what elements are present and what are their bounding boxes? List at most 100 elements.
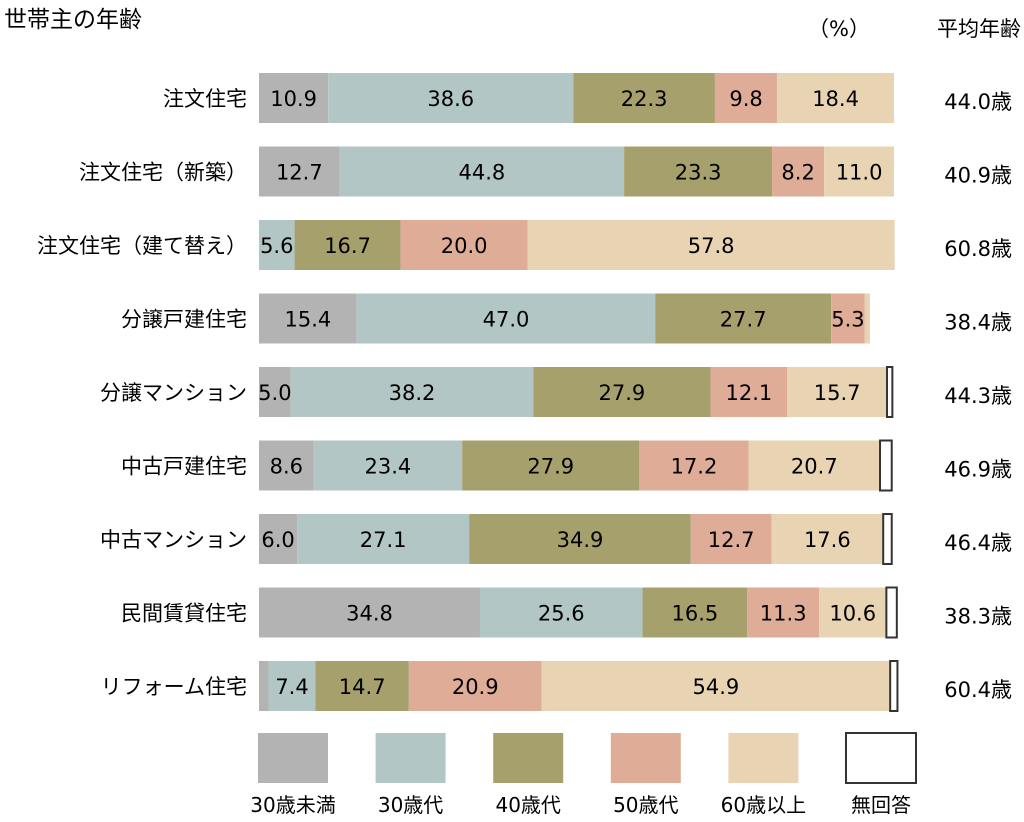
- data-label: 10.9: [270, 87, 317, 111]
- category-label: 分譲マンション: [100, 381, 247, 405]
- data-label: 17.2: [671, 455, 718, 479]
- data-label: 10.6: [829, 602, 876, 626]
- bar-segment: [259, 367, 291, 417]
- data-label: 25.6: [538, 602, 585, 626]
- average-age-label: 38.3歳: [944, 605, 1012, 629]
- data-label: 27.9: [527, 455, 574, 479]
- data-label: 20.7: [791, 455, 838, 479]
- data-label: 8.2: [781, 161, 814, 185]
- bar-segment: [527, 220, 895, 270]
- bar-segment: [831, 293, 865, 344]
- data-label: 20.9: [452, 675, 499, 699]
- bar-segment: [655, 293, 832, 344]
- category-label: 分譲戸建住宅: [121, 308, 247, 332]
- bar-segment: [882, 513, 893, 565]
- data-label: 16.5: [672, 602, 719, 626]
- average-age-label: 44.0歳: [944, 90, 1012, 114]
- legend-swatch: [258, 733, 328, 783]
- average-age-label: 60.4歳: [944, 678, 1012, 702]
- data-label: 9.8: [729, 87, 762, 111]
- average-age-label: 46.4歳: [944, 531, 1012, 555]
- unit-label: （%）: [808, 17, 870, 41]
- category-label: 中古マンション: [100, 528, 247, 552]
- category-label: 注文住宅（建て替え）: [37, 234, 247, 258]
- data-label: 6.0: [261, 528, 294, 552]
- bar-segment: [772, 146, 825, 197]
- legend-label: 60歳以上: [721, 793, 806, 817]
- data-label: 5.0: [258, 381, 291, 405]
- data-label: 27.9: [599, 381, 646, 405]
- bar-segment: [824, 146, 894, 197]
- data-label: 5.3: [831, 308, 864, 332]
- average-age-header: 平均年齢: [937, 17, 1021, 41]
- legend-label: 無回答: [851, 793, 911, 817]
- bar-segment: [533, 367, 711, 417]
- legend-label: 30歳未満: [250, 793, 335, 817]
- bar-segment: [771, 514, 884, 564]
- legend-swatch: [375, 733, 446, 783]
- bar-segment: [541, 661, 891, 711]
- bar-segment: [290, 367, 534, 417]
- bar-segment: [879, 439, 893, 492]
- bar-segment: [259, 661, 269, 711]
- bar-segment: [787, 367, 888, 417]
- data-label: 16.7: [324, 234, 371, 258]
- data-label: 23.4: [365, 455, 412, 479]
- legend-label: 40歳代: [495, 793, 560, 817]
- data-label: 38.2: [389, 381, 436, 405]
- bar-segment: [479, 587, 643, 638]
- bar-segment: [642, 587, 748, 638]
- average-age-label: 46.9歳: [944, 458, 1012, 482]
- data-label: 15.4: [285, 308, 332, 332]
- bar-segment: [710, 367, 788, 417]
- legend-swatch: [845, 732, 917, 784]
- data-label: 20.0: [441, 234, 488, 258]
- data-label: 34.9: [557, 528, 604, 552]
- bar-segment: [339, 146, 625, 197]
- bar-segment: [714, 73, 778, 123]
- category-label: 注文住宅（新築）: [79, 161, 247, 185]
- data-label: 11.0: [836, 161, 883, 185]
- bar-segment: [469, 514, 691, 564]
- bar-segment: [747, 587, 820, 638]
- data-label: 12.1: [726, 381, 773, 405]
- data-label: 11.3: [760, 602, 807, 626]
- data-label: 27.1: [360, 528, 407, 552]
- data-label: 7.4: [275, 675, 308, 699]
- bar-segment: [297, 514, 470, 564]
- bar-segment: [259, 440, 314, 491]
- bar-segment: [356, 293, 656, 344]
- legend-label: 50歳代: [613, 793, 678, 817]
- legend-label: 30歳代: [378, 793, 443, 817]
- bar-segment: [864, 293, 870, 344]
- bar-segment: [748, 440, 881, 491]
- data-label: 14.7: [339, 675, 386, 699]
- data-label: 12.7: [708, 528, 755, 552]
- chart-title: 世帯主の年齢: [4, 7, 142, 33]
- data-label: 34.8: [346, 602, 393, 626]
- bar-segment: [573, 73, 715, 123]
- data-label: 12.7: [276, 161, 323, 185]
- bar-segment: [400, 220, 528, 270]
- legend: 30歳未満 30歳代 40歳代 50歳代 60歳以上 無回答: [250, 732, 917, 817]
- legend-swatch: [610, 733, 681, 783]
- bar-segment: [819, 587, 887, 638]
- data-label: 17.6: [804, 528, 851, 552]
- average-age-label: 40.9歳: [944, 164, 1012, 188]
- bar-segment: [259, 73, 329, 123]
- category-label: 民間賃貸住宅: [121, 602, 247, 626]
- bar-segment: [294, 220, 401, 270]
- bar-segment: [885, 586, 898, 639]
- bar-segment: [313, 440, 463, 491]
- data-label: 15.7: [814, 381, 861, 405]
- average-age-label: 60.8歳: [944, 237, 1012, 261]
- bar-segment: [639, 440, 749, 491]
- category-label: リフォーム住宅: [101, 675, 247, 699]
- average-age-label: 38.4歳: [944, 311, 1012, 335]
- bar-segment: [259, 514, 298, 564]
- bar-segment: [328, 73, 574, 123]
- data-label: 23.3: [675, 161, 722, 185]
- data-label: 47.0: [483, 308, 530, 332]
- bar-segment: [315, 661, 409, 711]
